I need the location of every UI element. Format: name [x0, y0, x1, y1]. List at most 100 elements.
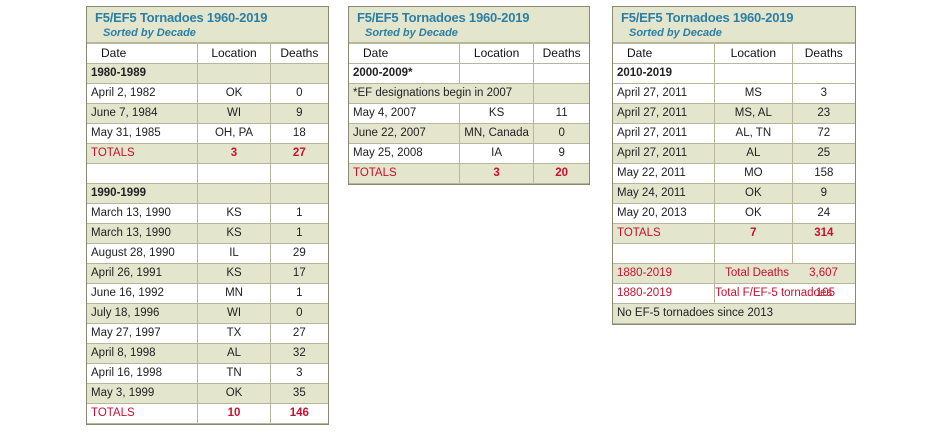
- table-row: June 16, 1992 MN 1: [87, 283, 328, 304]
- cell-date: March 13, 1990: [87, 203, 199, 224]
- decade-header-row: 1980-1989: [87, 63, 328, 84]
- table-row: June 7, 1984 WI 9: [87, 103, 328, 124]
- table-row: May 31, 1985 OH, PA 18: [87, 123, 328, 144]
- cell-deaths: 9: [791, 183, 855, 204]
- column-header-row: Date Location Deaths: [87, 43, 328, 64]
- cell-deaths: 158: [791, 163, 855, 184]
- table-row: May 20, 2013 OK 24: [613, 203, 855, 224]
- totals-row: TOTALS 10 146: [87, 403, 328, 424]
- summary-deaths-cell: Total Deaths 3,607: [714, 263, 855, 284]
- table-row: May 22, 2011 MO 158: [613, 163, 855, 184]
- cell-deaths: 1: [269, 203, 328, 224]
- cell-deaths: 25: [791, 143, 855, 164]
- cell-date: April 27, 2011: [613, 83, 716, 104]
- cell-location: OK: [197, 83, 271, 104]
- cell-location: OK: [714, 203, 793, 224]
- cell-date: July 18, 1996: [87, 303, 199, 324]
- table-row: July 18, 1996 WI 0: [87, 303, 328, 324]
- column-header-deaths: Deaths: [791, 43, 855, 64]
- cell-location: KS: [197, 263, 271, 284]
- column-header-row: Date Location Deaths: [613, 43, 855, 64]
- decade-label: 1990-1999: [87, 183, 199, 204]
- summary-tornadoes-label: Total F/EF-5 tornadoes: [715, 287, 833, 299]
- cell-deaths: 1: [269, 223, 328, 244]
- cell-location: IL: [197, 243, 271, 264]
- summary-deaths-label: Total Deaths: [725, 267, 790, 279]
- panel-header: F5/EF5 Tornadoes 1960-2019 Sorted by Dec…: [349, 7, 589, 43]
- table-row: May 24, 2011 OK 9: [613, 183, 855, 204]
- column-header-date: Date: [87, 43, 199, 64]
- column-header-deaths: Deaths: [533, 43, 589, 64]
- decade-header-row: 2000-2009*: [349, 63, 589, 84]
- total-tornadoes-row: 1880-2019 Total F/EF-5 tornadoes105: [613, 283, 855, 304]
- cell-deaths: 0: [533, 123, 589, 144]
- table-row: April 27, 2011 AL 25: [613, 143, 855, 164]
- cell-date: June 7, 1984: [87, 103, 199, 124]
- panel-title: F5/EF5 Tornadoes 1960-2019: [95, 10, 268, 25]
- table-row: May 4, 2007 KS 11: [349, 103, 589, 124]
- cell-location: KS: [458, 103, 535, 124]
- cell-date: April 16, 1998: [87, 363, 199, 384]
- totals-label: TOTALS: [87, 403, 199, 424]
- panel-header: F5/EF5 Tornadoes 1960-2019 Sorted by Dec…: [613, 7, 855, 43]
- tornado-table-panel-1980-1999: F5/EF5 Tornadoes 1960-2019 Sorted by Dec…: [86, 6, 329, 425]
- tornado-table-panel-2000-2009: F5/EF5 Tornadoes 1960-2019 Sorted by Dec…: [348, 6, 590, 185]
- cell-location: TX: [197, 323, 271, 344]
- cell-date: June 16, 1992: [87, 283, 199, 304]
- table-row: April 16, 1998 TN 3: [87, 363, 328, 384]
- decade-header-row: 2010-2019: [613, 63, 855, 84]
- cell-location: AL: [714, 143, 793, 164]
- decade-label: 2010-2019: [613, 63, 716, 84]
- cell-date: April 27, 2011: [613, 123, 716, 144]
- cell-location: KS: [197, 223, 271, 244]
- summary-period: 1880-2019: [613, 263, 716, 284]
- totals-count: 3: [458, 163, 535, 184]
- decade-label: 1980-1989: [87, 63, 199, 84]
- summary-deaths-value: 3,607: [809, 267, 838, 279]
- cell-deaths: 24: [791, 203, 855, 224]
- cell-location: MN: [197, 283, 271, 304]
- table-row: June 22, 2007 MN, Canada 0: [349, 123, 589, 144]
- cell-location: MN, Canada: [458, 123, 535, 144]
- cell-deaths: 9: [533, 143, 589, 164]
- table-row: April 27, 2011 MS 3: [613, 83, 855, 104]
- cell-location: WI: [197, 303, 271, 324]
- panel-subtitle: Sorted by Decade: [365, 27, 458, 39]
- totals-deaths: 20: [533, 163, 589, 184]
- cell-deaths: 0: [269, 83, 328, 104]
- cell-date: June 22, 2007: [349, 123, 460, 144]
- cell-location: OH, PA: [197, 123, 271, 144]
- tornado-table: Date Location Deaths 2000-2009* *EF desi…: [349, 43, 589, 184]
- cell-deaths: 18: [269, 123, 328, 144]
- cell-deaths: 3: [791, 83, 855, 104]
- totals-deaths: 314: [791, 223, 855, 244]
- column-header-location: Location: [458, 43, 535, 64]
- cell-date: April 2, 1982: [87, 83, 199, 104]
- cell-date: March 13, 1990: [87, 223, 199, 244]
- cell-deaths: 9: [269, 103, 328, 124]
- totals-row: TOTALS 7 314: [613, 223, 855, 244]
- cell-date: August 28, 1990: [87, 243, 199, 264]
- tornado-table-panel-2010-2019: F5/EF5 Tornadoes 1960-2019 Sorted by Dec…: [612, 6, 856, 325]
- footnote: No EF-5 tornadoes since 2013: [613, 303, 855, 324]
- column-header-row: Date Location Deaths: [349, 43, 589, 64]
- spacer-row: [87, 163, 328, 184]
- summary-period: 1880-2019: [613, 283, 716, 304]
- table-row: May 3, 1999 OK 35: [87, 383, 328, 404]
- ef-note: *EF designations begin in 2007: [349, 83, 535, 104]
- total-deaths-row: 1880-2019 Total Deaths 3,607: [613, 263, 855, 284]
- table-row: April 8, 1998 AL 32: [87, 343, 328, 364]
- totals-row: TOTALS 3 20: [349, 163, 589, 184]
- cell-deaths: 11: [533, 103, 589, 124]
- cell-location: KS: [197, 203, 271, 224]
- table-row: April 27, 2011 MS, AL 23: [613, 103, 855, 124]
- table-row: May 27, 1997 TX 27: [87, 323, 328, 344]
- cell-location: TN: [197, 363, 271, 384]
- totals-row: TOTALS 3 27: [87, 143, 328, 164]
- note-row: *EF designations begin in 2007: [349, 83, 589, 104]
- cell-date: April 27, 2011: [613, 143, 716, 164]
- panel-subtitle: Sorted by Decade: [103, 27, 196, 39]
- cell-date: April 27, 2011: [613, 103, 716, 124]
- totals-count: 3: [197, 143, 271, 164]
- totals-count: 7: [714, 223, 793, 244]
